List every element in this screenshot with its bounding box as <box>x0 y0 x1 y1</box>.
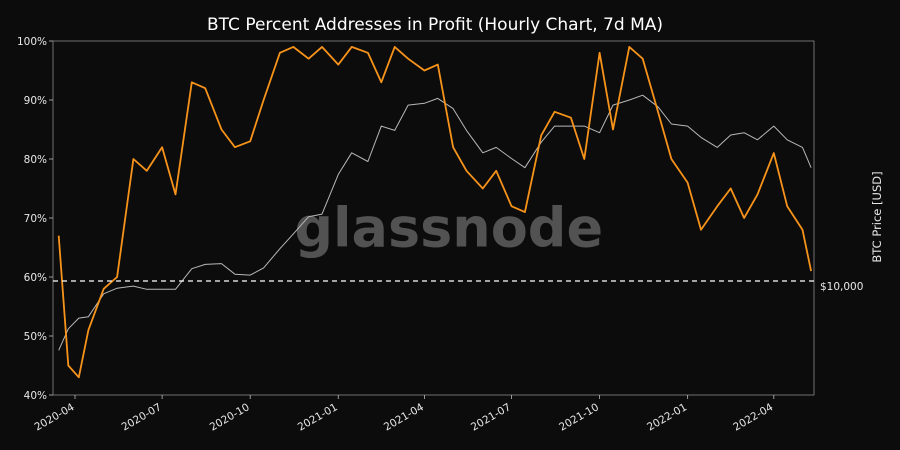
y-tick-label: 90% <box>24 95 47 107</box>
right-axis-label: BTC Price [USD] <box>870 171 884 262</box>
right-tick-label: $10,000 <box>820 281 863 293</box>
btc-price-line <box>58 94 812 351</box>
watermark-text: glassnode <box>294 196 603 259</box>
x-tick-label: 2020-10 <box>208 401 252 433</box>
chart-title: BTC Percent Addresses in Profit (Hourly … <box>207 15 663 35</box>
y-tick-label: 40% <box>24 390 47 402</box>
x-tick-label: 2021-07 <box>469 401 513 433</box>
x-tick-label: 2021-01 <box>296 401 340 433</box>
y-tick-label: 80% <box>24 154 47 166</box>
y-tick-label: 100% <box>17 36 47 48</box>
x-tick-label: 2021-10 <box>557 401 601 433</box>
y-tick-label: 70% <box>24 213 47 225</box>
x-tick-label: 2021-04 <box>382 401 426 433</box>
x-tick-label: 2020-07 <box>120 401 164 433</box>
y-tick-label: 50% <box>24 331 47 343</box>
y-tick-label: 60% <box>24 272 47 284</box>
x-tick-label: 2022-04 <box>731 401 775 433</box>
x-tick-label: 2020-04 <box>33 401 77 433</box>
x-tick-label: 2022-01 <box>645 401 689 433</box>
percent-in-profit-line <box>57 46 812 379</box>
